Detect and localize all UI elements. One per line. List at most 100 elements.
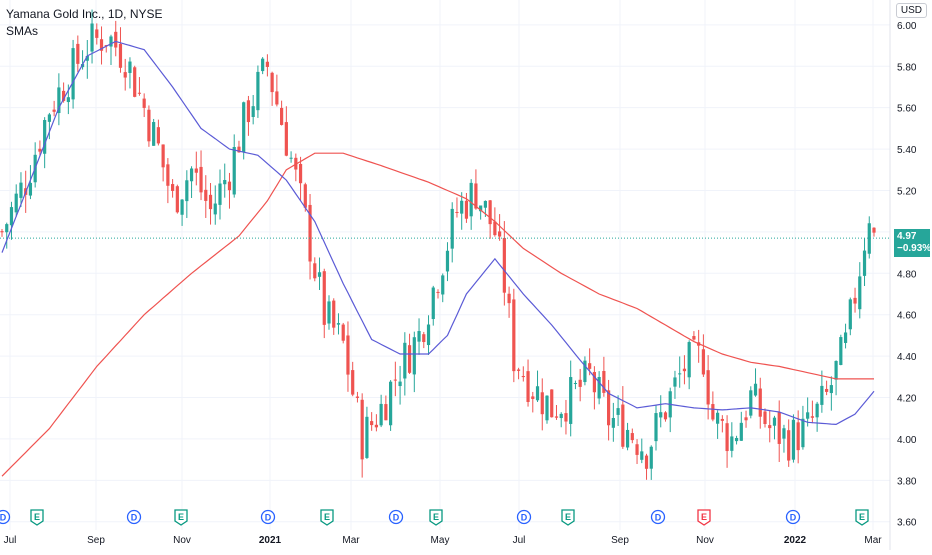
candle-up bbox=[232, 147, 236, 195]
candle-down bbox=[540, 392, 544, 415]
candle-down bbox=[630, 433, 634, 441]
candle-down bbox=[564, 413, 568, 422]
candle-down bbox=[744, 417, 748, 421]
candle-down bbox=[133, 67, 137, 97]
dividend-marker-label: D bbox=[0, 513, 7, 523]
candle-up bbox=[403, 342, 407, 379]
dividend-marker-label: D bbox=[265, 513, 272, 523]
candle-up bbox=[843, 332, 848, 343]
candle-down bbox=[204, 189, 208, 201]
candle-up bbox=[450, 208, 454, 249]
candle-up bbox=[180, 199, 184, 215]
candle-down bbox=[422, 334, 426, 343]
candle-down bbox=[194, 168, 198, 173]
candle-down bbox=[602, 370, 606, 393]
candle-up bbox=[47, 114, 51, 122]
candle-up bbox=[753, 383, 758, 396]
candle-down bbox=[393, 379, 397, 381]
candle-up bbox=[678, 373, 682, 375]
candle-up bbox=[583, 360, 587, 383]
dividend-marker-icon bbox=[0, 509, 11, 525]
candle-down bbox=[118, 43, 123, 68]
candle-up bbox=[185, 180, 189, 202]
candle-up bbox=[791, 419, 796, 460]
candle-up bbox=[654, 413, 658, 442]
candle-up bbox=[730, 436, 734, 451]
candle-down bbox=[796, 422, 800, 451]
candle-up bbox=[441, 275, 445, 295]
candle-down bbox=[502, 237, 506, 293]
x-tick-label: 2021 bbox=[259, 535, 282, 546]
candle-up bbox=[734, 437, 739, 442]
y-tick-label: 6.00 bbox=[897, 21, 917, 32]
candle-up bbox=[128, 61, 132, 73]
earnings-marker-icon bbox=[561, 509, 575, 526]
candle-up bbox=[867, 223, 871, 254]
candle-down bbox=[246, 100, 251, 123]
earnings-marker-label: E bbox=[178, 512, 184, 522]
y-tick-label: 4.60 bbox=[897, 311, 917, 322]
candle-down bbox=[578, 379, 582, 387]
candle-down bbox=[825, 388, 829, 392]
candle-down bbox=[308, 204, 312, 262]
candle-up bbox=[545, 395, 549, 421]
candle-down bbox=[284, 122, 288, 156]
y-tick-label: 5.80 bbox=[897, 62, 917, 73]
y-tick-label: 5.60 bbox=[897, 104, 917, 115]
earnings-marker-label: E bbox=[324, 512, 330, 522]
currency-badge[interactable]: USD bbox=[895, 3, 927, 18]
candle-down bbox=[0, 231, 4, 233]
candle-up bbox=[597, 377, 601, 399]
earnings-marker-icon bbox=[320, 509, 334, 526]
candle-down bbox=[635, 444, 639, 455]
candle-down bbox=[507, 293, 511, 304]
indicator-label[interactable]: SMAs bbox=[6, 24, 39, 38]
candle-down bbox=[777, 412, 781, 444]
candle-down bbox=[341, 324, 345, 341]
candle-down bbox=[810, 416, 814, 418]
candle-up bbox=[716, 412, 720, 424]
earnings-marker-label: E bbox=[565, 512, 571, 522]
candle-down bbox=[488, 200, 492, 225]
candle-up bbox=[862, 250, 867, 276]
y-tick-label: 4.40 bbox=[897, 352, 917, 363]
candle-up bbox=[365, 416, 369, 458]
candle-up bbox=[336, 323, 341, 325]
candle-down bbox=[123, 72, 127, 78]
candle-down bbox=[554, 416, 559, 418]
candle-up bbox=[829, 385, 833, 394]
candle-up bbox=[317, 272, 322, 277]
candle-down bbox=[38, 148, 42, 152]
dividend-marker-label: D bbox=[131, 513, 138, 523]
candle-down bbox=[521, 376, 525, 378]
candle-down bbox=[95, 29, 99, 38]
candle-up bbox=[213, 203, 217, 215]
candle-down bbox=[275, 91, 279, 105]
candle-down bbox=[768, 425, 772, 429]
candle-down bbox=[346, 335, 350, 375]
candle-up bbox=[256, 71, 260, 111]
candle-down bbox=[464, 200, 469, 219]
x-tick-label: Nov bbox=[696, 535, 714, 546]
candle-up bbox=[801, 418, 805, 448]
candle-down bbox=[682, 368, 687, 372]
candle-up bbox=[806, 412, 810, 419]
candle-down bbox=[407, 345, 412, 373]
candle-up bbox=[289, 157, 293, 159]
dividend-marker-icon bbox=[260, 509, 276, 525]
candle-up bbox=[848, 299, 852, 330]
candle-down bbox=[455, 211, 459, 213]
candle-down bbox=[76, 43, 80, 64]
earnings-marker-label: E bbox=[433, 512, 439, 522]
candle-down bbox=[592, 371, 596, 393]
candle-up bbox=[611, 417, 615, 428]
x-tick-label: Sep bbox=[611, 535, 629, 546]
candle-up bbox=[569, 377, 573, 424]
candle-down bbox=[161, 144, 165, 168]
candle-down bbox=[706, 370, 710, 405]
earnings-marker-label: E bbox=[34, 512, 40, 522]
candle-up bbox=[412, 337, 416, 375]
candle-up bbox=[9, 207, 14, 226]
